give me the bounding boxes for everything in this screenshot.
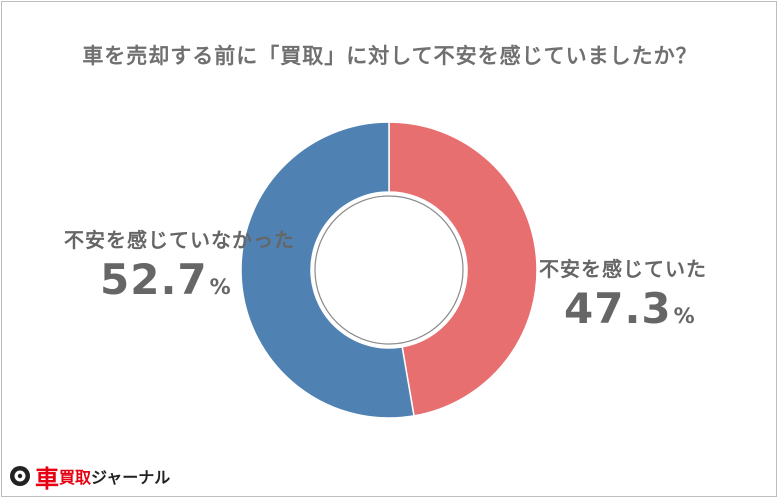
category-label-not-anxious: 不安を感じていなかった <box>64 228 295 252</box>
tire-icon <box>10 466 30 486</box>
slice-label-anxious: 不安を感じていた 47.3% <box>539 253 707 333</box>
logo-accent: 買取 <box>59 468 92 487</box>
slice-anxious <box>388 121 538 417</box>
unit-label-anxious: % <box>673 304 695 328</box>
donut-inner-ring <box>314 195 464 345</box>
brand-logo: 車 買取 ジャーナル <box>8 462 171 493</box>
logo-text: ジャーナル <box>91 468 171 487</box>
category-label-anxious: 不安を感じていた <box>539 257 707 281</box>
logo-mark: 車 <box>35 464 59 493</box>
value-label-not-anxious: 52.7 <box>100 255 208 304</box>
unit-label-not-anxious: % <box>209 275 231 299</box>
slice-not-anxious <box>240 121 415 419</box>
slice-label-not-anxious: 不安を感じていなかった 52.7% <box>64 224 295 304</box>
value-label-anxious: 47.3 <box>564 284 672 333</box>
chart-title: 車を売却する前に「買取」に対して不安を感じていましたか？ <box>82 44 698 68</box>
